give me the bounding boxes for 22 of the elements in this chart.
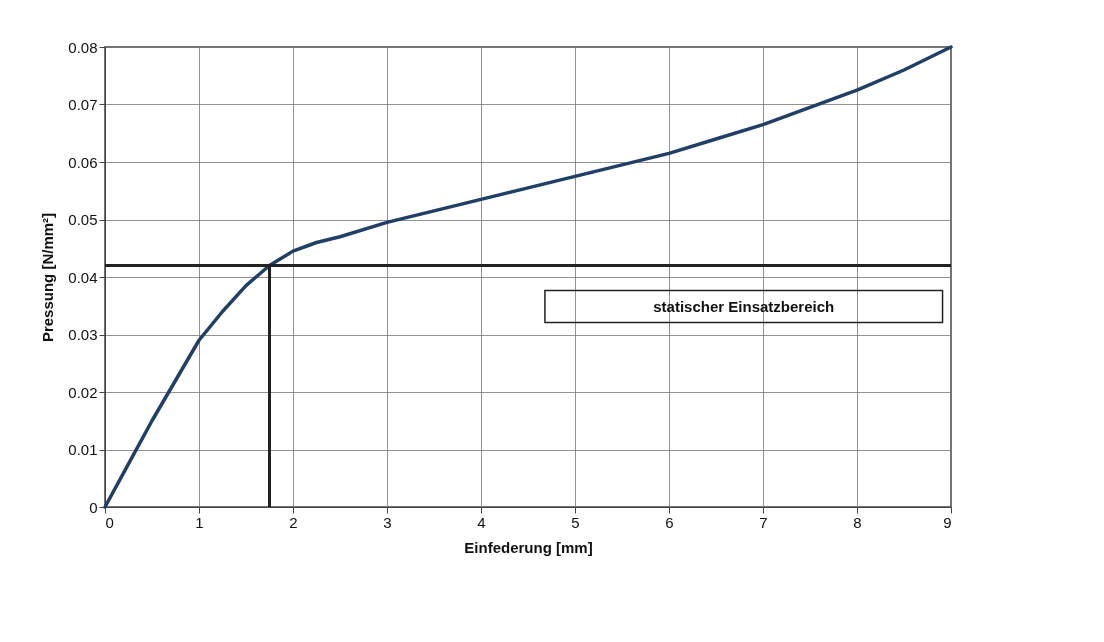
y-axis-title: Pressung [N/mm²]: [39, 212, 57, 343]
y-tick-label: 0: [89, 498, 98, 516]
x-tick-label: 2: [289, 513, 298, 531]
y-tick-label: 0.08: [68, 38, 98, 56]
y-tick-label: 0.06: [68, 153, 98, 171]
x-tick-label: 1: [195, 513, 204, 531]
ref-line-label: statischer Einsatzbereich: [653, 297, 835, 315]
y-tick-label: 0.05: [68, 211, 98, 228]
x-tick-label: 9: [943, 513, 952, 531]
y-tick-label: 0.04: [68, 268, 98, 286]
y-tick-label: 0.03: [68, 326, 98, 343]
x-axis-title: Einfederung [mm]: [464, 538, 593, 556]
x-tick-label: 6: [665, 513, 674, 531]
x-tick-label: 4: [477, 513, 486, 531]
y-tick-label: 0.01: [68, 441, 98, 458]
x-tick-label: 3: [383, 513, 392, 531]
x-tick-label: 7: [759, 513, 768, 531]
x-tick-label: 8: [853, 513, 862, 531]
x-tick-label: 0: [105, 513, 114, 531]
x-tick-label: 5: [571, 513, 580, 531]
y-tick-label: 0.07: [68, 96, 98, 113]
y-tick-label: 0.02: [68, 383, 98, 401]
